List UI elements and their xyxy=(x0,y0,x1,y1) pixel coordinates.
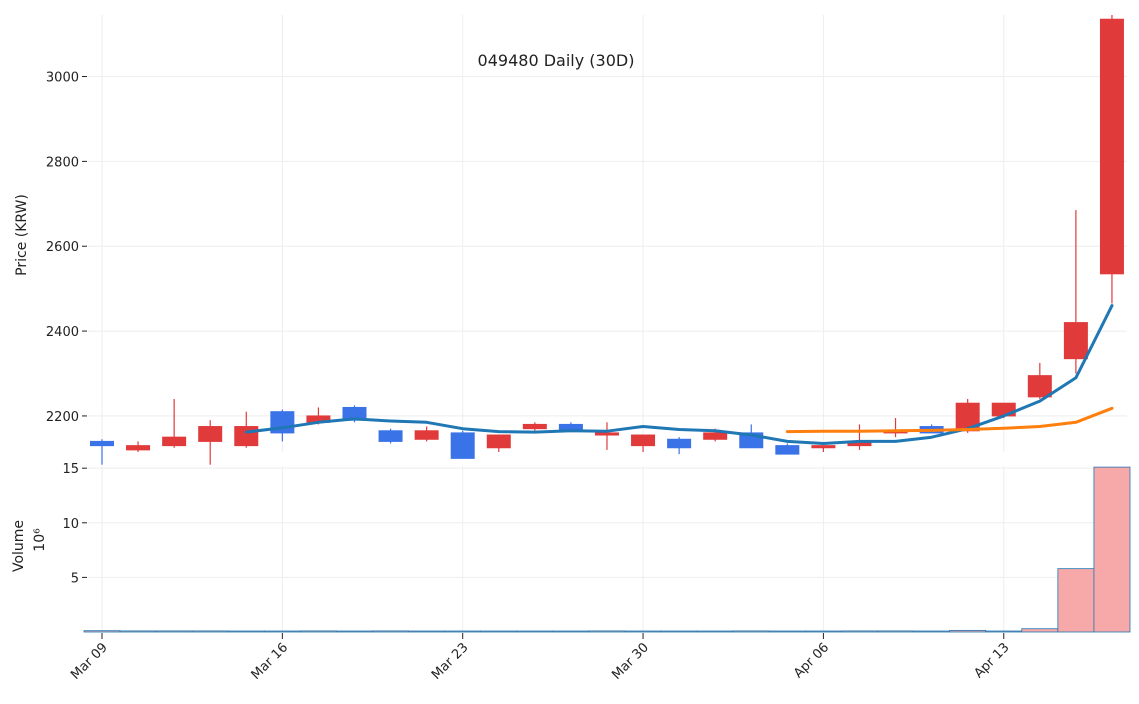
candle-body xyxy=(414,430,439,440)
volume-bar xyxy=(263,630,301,633)
volume-y-ticks: 5 10 15 xyxy=(62,462,87,586)
volume-bar xyxy=(949,629,987,633)
volume-bar xyxy=(480,630,518,633)
price-y-tick-label: 2200 xyxy=(46,410,79,425)
chart-title: 049480 Daily (30D) xyxy=(478,51,635,70)
candle-body xyxy=(631,434,656,447)
candle-body xyxy=(667,438,692,449)
candle-body xyxy=(1027,375,1052,398)
price-y-tick-label: 2600 xyxy=(46,240,79,255)
volume-bar xyxy=(227,630,265,633)
volume-bars xyxy=(83,466,1131,633)
volume-bar xyxy=(588,630,626,633)
candle-body xyxy=(1063,322,1088,360)
candle-body xyxy=(378,430,403,442)
volume-bar xyxy=(913,630,951,633)
x-tick-label: Apr 06 xyxy=(791,640,832,681)
volume-bar xyxy=(372,630,409,633)
candle-body xyxy=(126,445,151,451)
candle-body xyxy=(162,436,187,447)
volume-bar xyxy=(299,630,337,633)
ma-line-ma20 xyxy=(785,406,1114,434)
price-y-tick-label: 2800 xyxy=(46,155,79,170)
volume-bar xyxy=(516,630,554,633)
candle-body xyxy=(811,445,836,449)
volume-y-tick-label: 10 xyxy=(62,517,79,532)
candle-body xyxy=(90,440,114,447)
candle-body xyxy=(594,432,619,436)
volume-bar xyxy=(336,630,373,633)
price-axis-label: Price (KRW) xyxy=(14,194,30,276)
price-y-tick-label: 3000 xyxy=(46,71,79,86)
x-tick-label: Mar 09 xyxy=(68,640,111,683)
volume-bar xyxy=(1021,628,1059,633)
volume-bar xyxy=(660,630,698,633)
candle-body xyxy=(703,432,728,440)
volume-y-tick-label: 15 xyxy=(62,462,79,477)
x-tick-label: Apr 13 xyxy=(971,640,1012,681)
candlesticks xyxy=(90,15,1124,465)
volume-gridlines xyxy=(88,466,1127,632)
candle-body xyxy=(198,426,223,442)
volume-bar xyxy=(119,630,157,633)
ma-line-ma5 xyxy=(244,304,1114,445)
volume-bar xyxy=(1093,466,1131,633)
volume-bar xyxy=(552,630,590,633)
volume-bar xyxy=(1057,568,1095,633)
candle-body xyxy=(775,445,800,455)
volume-bar xyxy=(191,630,229,633)
candle-body xyxy=(450,432,475,459)
volume-bar xyxy=(83,630,121,633)
volume-bar xyxy=(732,630,770,633)
volume-axis-label: Volume xyxy=(11,520,27,572)
volume-bar xyxy=(804,630,842,633)
volume-bar xyxy=(444,630,482,633)
volume-bar xyxy=(768,630,806,633)
price-y-tick-label: 2400 xyxy=(46,325,79,340)
candle-body xyxy=(522,423,547,430)
price-y-ticks: 2200 2400 2600 2800 3000 xyxy=(46,71,87,425)
moving-average-lines xyxy=(244,304,1114,445)
volume-y-tick-label: 5 xyxy=(71,571,79,586)
volume-multiplier-label: 10⁶ xyxy=(32,528,48,552)
volume-bar xyxy=(877,630,914,633)
x-tick-label: Mar 30 xyxy=(609,640,652,683)
volume-bar xyxy=(985,630,1023,633)
candle-body xyxy=(234,426,259,447)
price-gridlines xyxy=(88,15,1127,452)
volume-bar xyxy=(841,630,878,633)
volume-bar xyxy=(696,630,734,633)
volume-bar xyxy=(408,630,446,633)
x-tick-label: Mar 23 xyxy=(429,640,472,683)
x-axis-ticks: Mar 09 Mar 16 Mar 23 Mar 30 Apr 06 Apr 13 xyxy=(68,633,1013,683)
candle-body xyxy=(1099,18,1124,275)
x-tick-label: Mar 16 xyxy=(249,640,292,683)
volume-bar xyxy=(155,630,193,633)
volume-bar xyxy=(624,630,662,633)
candle-body xyxy=(486,434,511,449)
